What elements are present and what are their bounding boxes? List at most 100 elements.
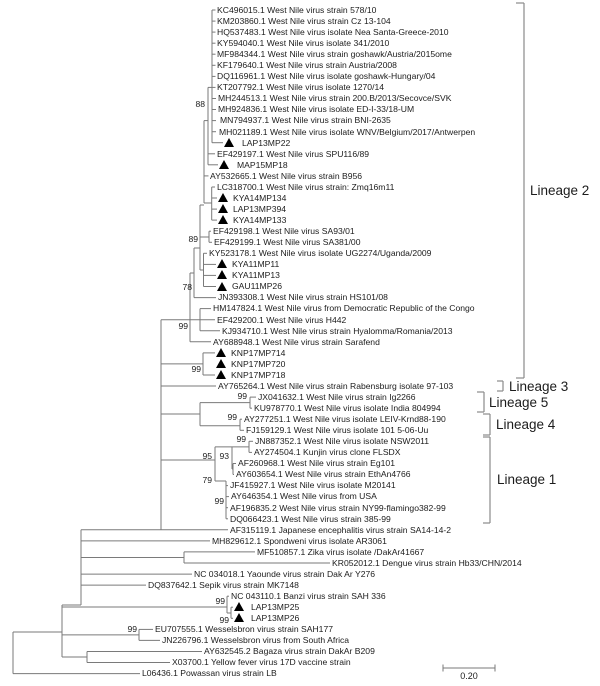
taxon-label: HQ537483.1 West Nile virus isolate Nea S… xyxy=(217,26,449,37)
sample-triangle-icon xyxy=(217,259,227,269)
lineage-label: Lineage 4 xyxy=(496,416,556,432)
scale-bar-label: 0.20 xyxy=(460,671,478,681)
taxon-label: AY277251.1 West Nile virus isolate LEIV-… xyxy=(244,414,446,424)
sample-triangle-icon xyxy=(216,358,226,368)
taxon-label: KC496015.1 West Nile virus strain 578/10 xyxy=(217,4,377,15)
taxon-label: LAP13MP26 xyxy=(251,613,300,624)
lineage-brackets xyxy=(477,2,525,524)
taxon-label: KJ934710.1 West Nile virus strain Hyalom… xyxy=(222,325,453,336)
bootstrap-value: 99 xyxy=(127,624,137,634)
bootstrap-value: 78 xyxy=(182,282,192,292)
taxon-label: KYA11MP11 xyxy=(232,259,280,270)
taxon-label: LAP13MP22 xyxy=(242,137,291,148)
scale-bar xyxy=(442,664,496,672)
bootstrap-value: 99 xyxy=(178,321,188,331)
taxon-label: JN887352.1 West Nile virus isolate NSW20… xyxy=(255,436,430,447)
taxon-label: MF510857.1 Zika virus isolate /DakAr4166… xyxy=(257,546,425,557)
sample-triangle-icon xyxy=(217,281,227,291)
lineage-label: Lineage 3 xyxy=(509,378,569,394)
taxon-label: JN393308.1 West Nile virus strain HS101/… xyxy=(218,292,388,303)
bootstrap-value: 89 xyxy=(188,234,198,244)
taxon-label: DQ837642.1 Sepik virus strain MK7148 xyxy=(148,579,299,590)
taxon-label: AY532665.1 West Nile virus strain B956 xyxy=(210,170,363,181)
taxon-label: AF315119.1 Japanese encephalitis virus s… xyxy=(230,524,452,535)
sample-triangle-icon xyxy=(224,137,234,147)
lineage-label: Lineage 2 xyxy=(530,182,590,198)
taxon-label: FJ159129.1 West Nile virus isolate 101 5… xyxy=(246,425,429,436)
taxon-label: EF429198.1 West Nile virus SA93/01 xyxy=(213,226,355,236)
sample-triangle-icon xyxy=(219,159,229,169)
taxon-label: LC318700.1 West Nile virus strain: Zmq16… xyxy=(217,181,395,192)
sample-triangle-icon xyxy=(216,347,226,357)
bootstrap-value: 95 xyxy=(202,451,212,461)
bootstrap-value: 99 xyxy=(214,496,224,506)
bootstrap-value: 99 xyxy=(191,364,201,374)
taxon-label: MAP15MP18 xyxy=(237,159,288,170)
taxon-label: MF984344.1 West Nile virus strain goshaw… xyxy=(217,49,452,59)
bootstrap-value: 93 xyxy=(219,451,229,461)
taxon-label: KNP17MP720 xyxy=(231,358,286,369)
taxon-label: JF415927.1 West Nile virus isolate M2014… xyxy=(230,480,396,491)
taxon-label: KY523178.1 West Nile virus isolate UG227… xyxy=(209,248,432,259)
taxon-label: KNP17MP714 xyxy=(231,347,286,358)
taxon-label: L06436.1 Powassan virus strain LB xyxy=(142,668,277,679)
taxon-label: EF429199.1 West Nile virus SA381/00 xyxy=(214,237,361,248)
taxon-label: KNP17MP718 xyxy=(231,369,286,380)
bootstrap-value: 99 xyxy=(237,391,247,401)
taxon-label: KM203860.1 West Nile virus strain Cz 13-… xyxy=(217,15,391,26)
sample-triangle-icon xyxy=(218,215,228,225)
taxon-label: EU707555.1 Wesselsbron virus strain SAH1… xyxy=(155,624,334,635)
taxon-label: AY274504.1 Kunjin virus clone FLSDX xyxy=(254,447,401,458)
taxon-label: LAP13MP25 xyxy=(251,602,300,612)
bootstrap-value: 88 xyxy=(195,99,205,109)
taxon-label: X03700.1 Yellow fever virus 17D vaccine … xyxy=(172,657,351,668)
taxon-label: JN226796.1 Wesselsbron virus from South … xyxy=(162,635,350,646)
taxon-label: KT207792.1 West Nile virus isolate 1270/… xyxy=(217,82,385,93)
taxon-label: MN794937.1 West Nile virus strain BNI-26… xyxy=(220,115,391,126)
bootstrap-value: 99 xyxy=(215,596,225,606)
tree-branches xyxy=(12,9,330,675)
taxon-label: AY632545.2 Bagaza virus strain DakAr B20… xyxy=(204,646,375,657)
taxon-label: HM147824.1 West Nile virus from Democrat… xyxy=(213,303,475,314)
taxon-label: LAP13MP394 xyxy=(233,203,287,214)
bootstrap-value: 99 xyxy=(227,412,237,422)
taxon-label: KYA14MP134 xyxy=(233,192,287,203)
taxon-label: KR052012.1 Dengue virus strain Hb33/CHN/… xyxy=(332,557,522,568)
taxon-label: AY688948.1 West Nile virus strain Sarafe… xyxy=(213,336,380,347)
bootstrap-value: 79 xyxy=(202,475,212,485)
taxon-label: JX041632.1 West Nile virus strain Ig2266 xyxy=(258,391,416,402)
bootstrap-value: 99 xyxy=(236,434,246,444)
taxon-label: AF196835.2 West Nile virus strain NY99-f… xyxy=(230,502,446,513)
taxon-label: EF429200.1 West Nile virus H442 xyxy=(217,314,347,325)
taxon-label: AY603654.1 West Nile virus strain EthAn4… xyxy=(236,469,411,480)
taxon-label: MH829612.1 Spondweni virus isolate AR306… xyxy=(212,535,387,546)
sample-triangle-icon xyxy=(218,193,228,202)
taxon-label: NC 043110.1 Banzi virus strain SAH 336 xyxy=(231,591,386,601)
taxon-label: KYA14MP133 xyxy=(233,214,287,225)
taxon-label: AY765264.1 West Nile virus strain Rabens… xyxy=(218,380,454,391)
sample-triangle-icon xyxy=(216,370,226,379)
taxon-label: MH021189.1 West Nile virus isolate WNV/B… xyxy=(219,126,476,137)
taxon-label: KU978770.1 West Nile virus isolate India… xyxy=(254,403,441,413)
sample-triangle-icon xyxy=(234,613,244,623)
taxon-label: DQ116961.1 West Nile virus isolate gosha… xyxy=(217,71,436,82)
sample-triangle-icon xyxy=(218,204,228,214)
taxon-label: AY646354.1 West Nile virus from USA xyxy=(231,491,377,502)
taxon-label: AF260968.1 West Nile virus strain Eg101 xyxy=(238,458,395,469)
taxon-label: GAU11MP26 xyxy=(232,281,282,292)
taxon-label: NC 034018.1 Yaounde virus strain Dak Ar … xyxy=(194,568,376,579)
bootstrap-value: 99 xyxy=(219,615,229,625)
taxon-label: KY594040.1 West Nile virus isolate 341/2… xyxy=(217,38,390,48)
taxon-label: DQ066423.1 West Nile virus strain 385-99 xyxy=(230,513,391,524)
taxon-label: KYA11MP13 xyxy=(232,270,280,281)
lineage-label: Lineage 1 xyxy=(497,471,557,487)
lineage-label: Lineage 5 xyxy=(489,394,549,410)
taxon-label: MH924836.1 West Nile virus isolate ED-I-… xyxy=(218,104,415,115)
sample-triangle-icon xyxy=(217,270,227,280)
taxon-label: KF179640.1 West Nile virus strain Austri… xyxy=(217,60,397,71)
taxon-label: MH244513.1 West Nile virus strain 200.B/… xyxy=(218,93,452,104)
sample-triangle-icon xyxy=(234,602,244,612)
taxon-label: EF429197.1 West Nile virus SPU116/89 xyxy=(217,148,370,159)
